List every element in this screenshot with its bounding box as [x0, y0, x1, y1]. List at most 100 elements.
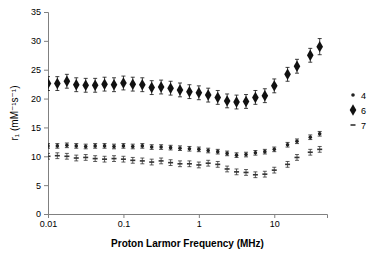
error-cap [74, 91, 78, 92]
marker [188, 147, 192, 151]
point [215, 164, 220, 166]
point [196, 164, 201, 166]
error-cap [178, 160, 182, 161]
marker [159, 160, 164, 162]
marker [243, 96, 250, 107]
error-cap [187, 98, 191, 99]
error-bar [178, 146, 182, 151]
error-bar [244, 152, 248, 157]
point [73, 79, 80, 90]
error-cap [55, 90, 59, 91]
point [74, 144, 78, 148]
error-bar [216, 161, 220, 167]
marker [316, 41, 323, 52]
x-tick-mark [199, 214, 200, 218]
marker [308, 151, 313, 153]
error-cap [121, 76, 125, 77]
marker [129, 78, 136, 89]
error-cap [187, 166, 191, 167]
error-cap [93, 148, 97, 149]
marker [103, 144, 107, 148]
error-cap [103, 156, 107, 157]
point [307, 50, 314, 61]
error-cap [93, 78, 97, 79]
error-cap [308, 48, 312, 49]
point [235, 153, 239, 157]
error-cap [48, 76, 50, 77]
error-cap [216, 161, 220, 162]
point [159, 145, 163, 149]
point [318, 132, 322, 136]
point [130, 160, 135, 162]
marker [177, 163, 182, 165]
error-cap [150, 149, 154, 150]
error-cap [169, 81, 173, 82]
marker [284, 69, 291, 80]
point [316, 41, 323, 52]
error-cap [65, 74, 69, 75]
error-cap [65, 143, 69, 144]
y-tick-label: 25 [31, 65, 41, 75]
error-cap [263, 102, 267, 103]
marker [101, 78, 108, 89]
error-cap [206, 160, 210, 161]
error-bar [187, 146, 191, 151]
marker [234, 171, 239, 173]
series [48, 131, 322, 157]
error-cap [225, 93, 229, 94]
marker [272, 169, 277, 171]
marker [263, 150, 267, 154]
error-cap [244, 94, 248, 95]
error-cap [65, 153, 69, 154]
error-cap [103, 162, 107, 163]
error-cap [253, 171, 257, 172]
error-cap [65, 159, 69, 160]
marker [253, 174, 258, 176]
point [112, 158, 117, 160]
point [112, 145, 116, 149]
error-bar [65, 153, 69, 159]
error-cap [74, 148, 78, 149]
error-cap [48, 159, 50, 160]
marker [286, 143, 290, 147]
marker [187, 163, 192, 165]
error-cap [216, 90, 220, 91]
error-cap [206, 166, 210, 167]
marker [93, 158, 98, 160]
point [121, 158, 126, 160]
error-bar [103, 144, 107, 149]
point [253, 174, 258, 176]
error-cap [169, 95, 173, 96]
error-bar [55, 153, 59, 159]
error-cap [308, 155, 312, 156]
error-cap [187, 84, 191, 85]
error-cap [150, 164, 154, 165]
error-bar [308, 149, 312, 155]
error-cap [121, 89, 125, 90]
error-cap [286, 142, 290, 143]
marker [205, 89, 212, 100]
error-bar [244, 170, 248, 176]
error-cap [308, 139, 312, 140]
marker [65, 144, 69, 148]
point [284, 69, 291, 80]
error-cap [169, 149, 173, 150]
error-bar [159, 145, 163, 150]
error-cap [48, 143, 50, 144]
x-tick: 0.1 [118, 214, 131, 229]
y-tick-label: 35 [31, 7, 41, 17]
error-cap [253, 155, 257, 156]
error-cap [159, 163, 163, 164]
y-tick: 30 [31, 36, 48, 46]
legend-marker [351, 124, 356, 126]
point [48, 144, 50, 148]
error-cap [48, 148, 50, 149]
error-cap [286, 147, 290, 148]
point [64, 76, 71, 87]
point [141, 144, 145, 148]
marker [64, 155, 69, 157]
error-cap [235, 95, 239, 96]
marker [206, 162, 211, 164]
point [206, 162, 211, 164]
error-cap [55, 143, 59, 144]
